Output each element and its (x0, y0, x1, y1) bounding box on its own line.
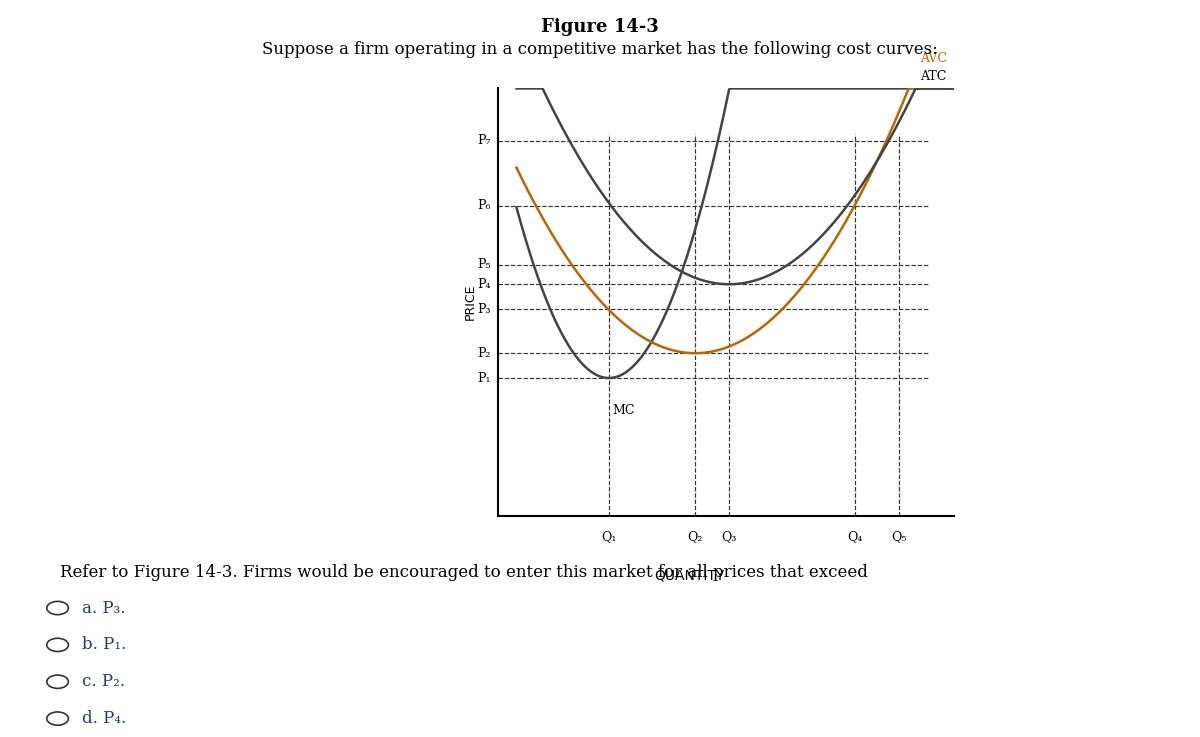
Text: a. P₃.: a. P₃. (82, 599, 125, 617)
Text: Q₄: Q₄ (847, 530, 863, 542)
Text: P₄: P₄ (478, 278, 491, 290)
Text: P₃: P₃ (478, 303, 491, 315)
Text: PRICE: PRICE (463, 284, 476, 321)
Text: P₇: P₇ (478, 134, 491, 147)
Text: d. P₄.: d. P₄. (82, 710, 126, 727)
Text: QUANTITY: QUANTITY (654, 568, 725, 582)
Text: Figure 14-3: Figure 14-3 (541, 18, 659, 36)
Text: P₂: P₂ (478, 346, 491, 360)
Text: P₁: P₁ (478, 371, 491, 385)
Text: MC: MC (612, 405, 635, 417)
Text: Q₅: Q₅ (890, 530, 906, 542)
Text: ATC: ATC (920, 70, 947, 83)
Text: Q₂: Q₂ (688, 530, 703, 542)
Text: b. P₁.: b. P₁. (82, 636, 126, 654)
Text: P₆: P₆ (478, 199, 491, 212)
Text: Q₁: Q₁ (601, 530, 617, 542)
Text: c. P₂.: c. P₂. (82, 673, 125, 691)
Text: P₅: P₅ (476, 259, 491, 271)
Text: AVC: AVC (920, 52, 947, 65)
Text: Suppose a firm operating in a competitive market has the following cost curves:: Suppose a firm operating in a competitiv… (262, 41, 938, 57)
Text: Refer to Figure 14-3. Firms would be encouraged to enter this market for all pri: Refer to Figure 14-3. Firms would be enc… (60, 564, 868, 581)
Text: Q₃: Q₃ (721, 530, 737, 542)
